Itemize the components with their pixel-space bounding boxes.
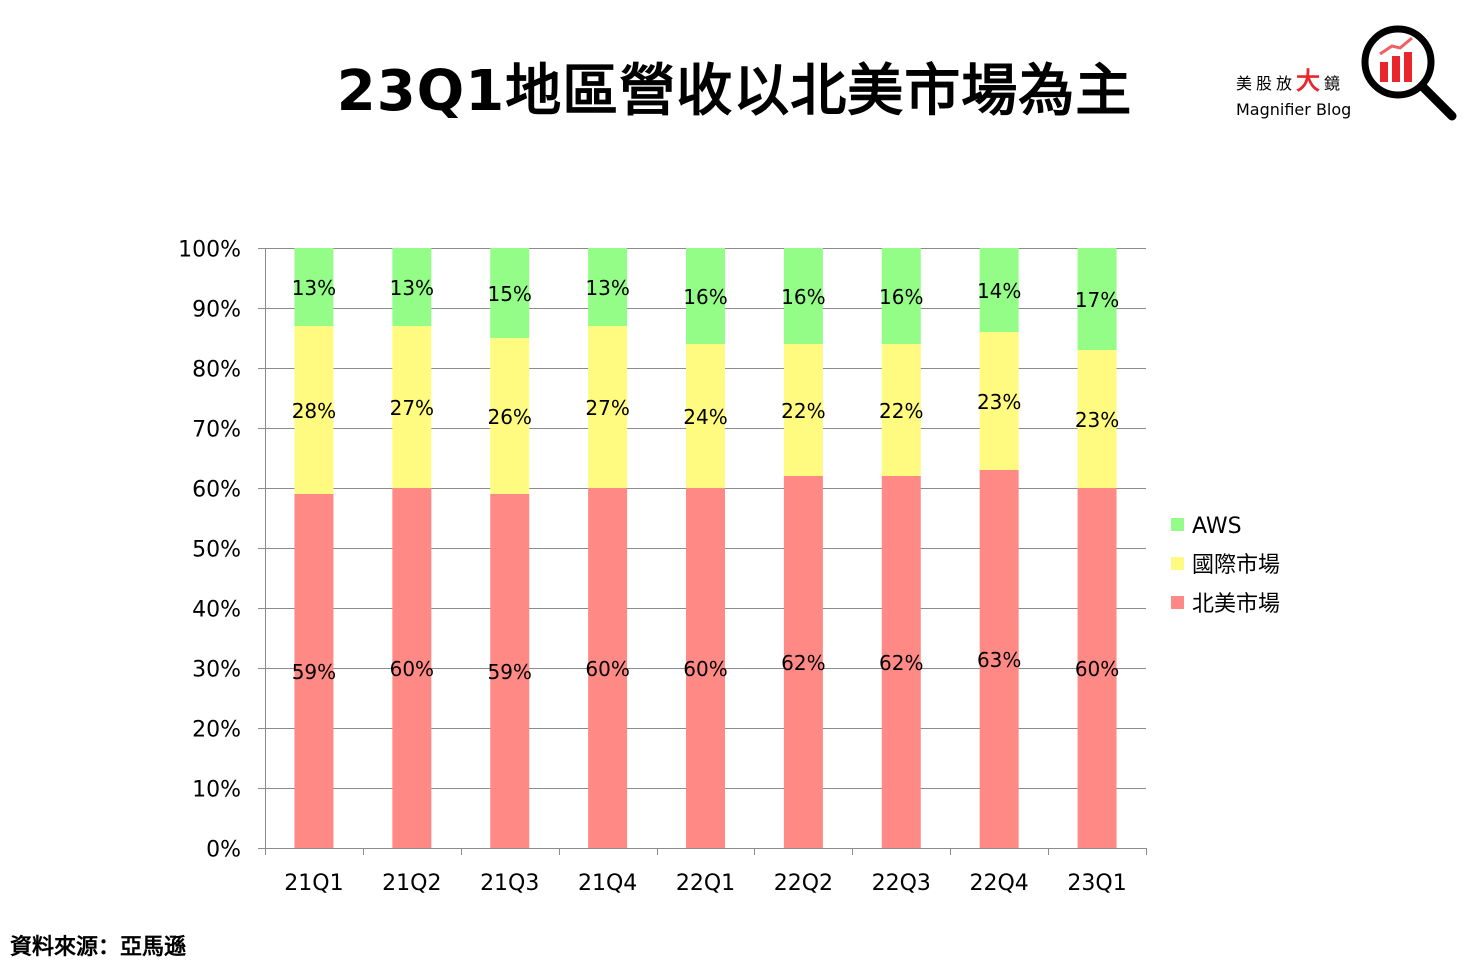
bar-segment [392,248,432,326]
bar-segment [294,326,334,494]
data-label: 28% [292,399,336,423]
data-label: 60% [390,657,434,681]
data-label: 26% [487,405,531,429]
logo-en-text: Magnifier Blog [1236,100,1352,119]
data-label: 23% [977,390,1021,414]
data-source: 資料來源：亞馬遜 [10,935,187,960]
data-label: 60% [585,657,629,681]
y-tick-label: 30% [192,658,241,683]
x-tick-label: 21Q2 [382,871,441,896]
data-label: 24% [683,405,727,429]
bar-segment [294,494,334,848]
y-tick-label: 0% [206,838,241,863]
data-label: 22% [879,399,923,423]
bar-segment [686,488,725,848]
y-tick-label: 100% [178,238,241,263]
x-tick-label: 23Q1 [1067,871,1126,896]
bar-segment [783,344,823,476]
bar-segment [392,488,432,848]
bar-segment [588,248,628,326]
data-label: 13% [585,276,629,300]
data-label: 27% [585,396,629,420]
y-tick-label: 40% [192,598,241,623]
y-tick-label: 70% [192,418,241,443]
legend-label: 國際市場 [1192,553,1280,578]
bar-segment [979,332,1019,470]
data-label: 60% [1075,657,1119,681]
data-label: 27% [390,396,434,420]
legend-label: 北美市場 [1192,592,1280,617]
bar-segment [490,338,530,494]
x-tick-label: 21Q3 [480,871,539,896]
y-tick-label: 10% [192,778,241,803]
data-label: 63% [977,648,1021,672]
x-tick-label: 22Q4 [970,871,1029,896]
data-label: 62% [781,651,825,675]
bar-segment [979,248,1019,332]
data-label: 60% [683,657,727,681]
data-label: 14% [977,279,1021,303]
data-label: 22% [781,399,825,423]
stacked-bar-chart: 0% 10% 20% 30% 40% 50% 60% 70% 80% 90% 100% 59% 28% 1… [178,238,1280,897]
bar-segment [881,476,921,848]
legend-swatch [1171,557,1184,570]
y-tick-label: 50% [192,538,241,563]
chart-title: 23Q1地區營收以北美市場為主 [336,59,1133,124]
logo-cn-big: 大 [1296,67,1325,95]
bar-segment [783,248,823,344]
bar-segment [1077,350,1117,488]
x-tick-label: 21Q1 [284,871,343,896]
magnifier-icon [1361,25,1457,121]
x-tick-label: 22Q2 [774,871,833,896]
x-tick-label: 22Q1 [676,871,735,896]
x-tick-label: 22Q3 [872,871,931,896]
bar-segment [881,344,921,476]
y-tick-label: 80% [192,358,241,383]
magnifier-blog-logo: 美股放大鏡 Magnifier Blog [1236,24,1461,124]
legend-swatch [1171,596,1184,609]
logo-cn-prefix: 美股放 [1236,74,1297,93]
data-label: 16% [683,285,727,309]
bar-segment [588,488,628,848]
data-label: 15% [487,282,531,306]
logo-cn-text: 美股放大鏡 [1236,66,1344,96]
data-label: 16% [781,285,825,309]
data-label: 17% [1075,288,1119,312]
data-label: 59% [487,660,531,684]
data-label: 59% [292,660,336,684]
data-label: 13% [292,276,336,300]
bar-segment [686,248,725,344]
bar-segment [1077,248,1117,350]
bar-segment [881,248,921,344]
bar-segment [490,494,530,848]
bar-segment [588,326,628,488]
bar-segment [392,326,432,488]
bar-segment [783,476,823,848]
bar-segment [1077,488,1117,848]
data-label: 23% [1075,408,1119,432]
x-tick-label: 21Q4 [578,871,637,896]
data-label: 13% [390,276,434,300]
legend-swatch [1171,518,1184,531]
legend-label: AWS [1192,514,1242,539]
data-label: 16% [879,285,923,309]
bar-segment [490,248,530,338]
y-tick-label: 90% [192,298,241,323]
logo-cn-suffix: 鏡 [1324,74,1345,93]
bar-segment [294,248,334,326]
bar-segment [979,470,1019,848]
y-tick-label: 60% [192,478,241,503]
y-tick-label: 20% [192,718,241,743]
bar-segment [686,344,725,488]
data-label: 62% [879,651,923,675]
